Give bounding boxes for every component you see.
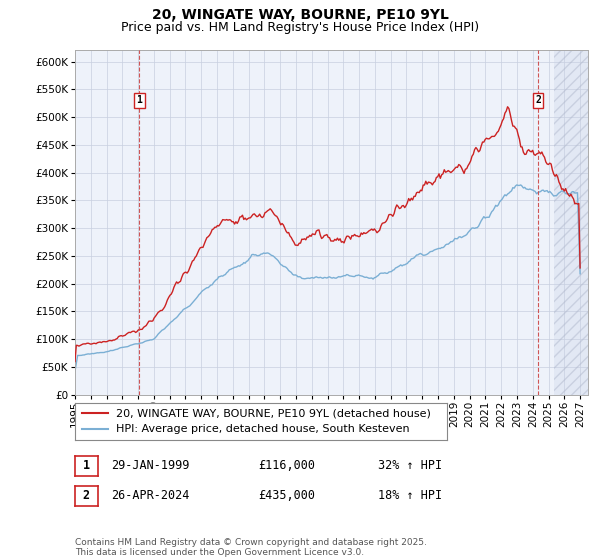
Text: Contains HM Land Registry data © Crown copyright and database right 2025.
This d: Contains HM Land Registry data © Crown c… [75, 538, 427, 557]
Text: 2: 2 [535, 95, 541, 105]
Text: 20, WINGATE WAY, BOURNE, PE10 9YL (detached house): 20, WINGATE WAY, BOURNE, PE10 9YL (detac… [116, 408, 431, 418]
Text: 1: 1 [83, 459, 90, 473]
Text: 20, WINGATE WAY, BOURNE, PE10 9YL: 20, WINGATE WAY, BOURNE, PE10 9YL [152, 8, 448, 22]
Text: 26-APR-2024: 26-APR-2024 [111, 489, 190, 502]
Bar [554, 50, 588, 395]
Text: 32% ↑ HPI: 32% ↑ HPI [378, 459, 442, 473]
Text: Price paid vs. HM Land Registry's House Price Index (HPI): Price paid vs. HM Land Registry's House … [121, 21, 479, 34]
Text: 1: 1 [136, 95, 142, 105]
Text: 2: 2 [83, 489, 90, 502]
Text: £435,000: £435,000 [258, 489, 315, 502]
Text: 29-JAN-1999: 29-JAN-1999 [111, 459, 190, 473]
Text: 18% ↑ HPI: 18% ↑ HPI [378, 489, 442, 502]
Text: HPI: Average price, detached house, South Kesteven: HPI: Average price, detached house, Sout… [116, 424, 410, 435]
Bar [554, 50, 588, 395]
Text: £116,000: £116,000 [258, 459, 315, 473]
